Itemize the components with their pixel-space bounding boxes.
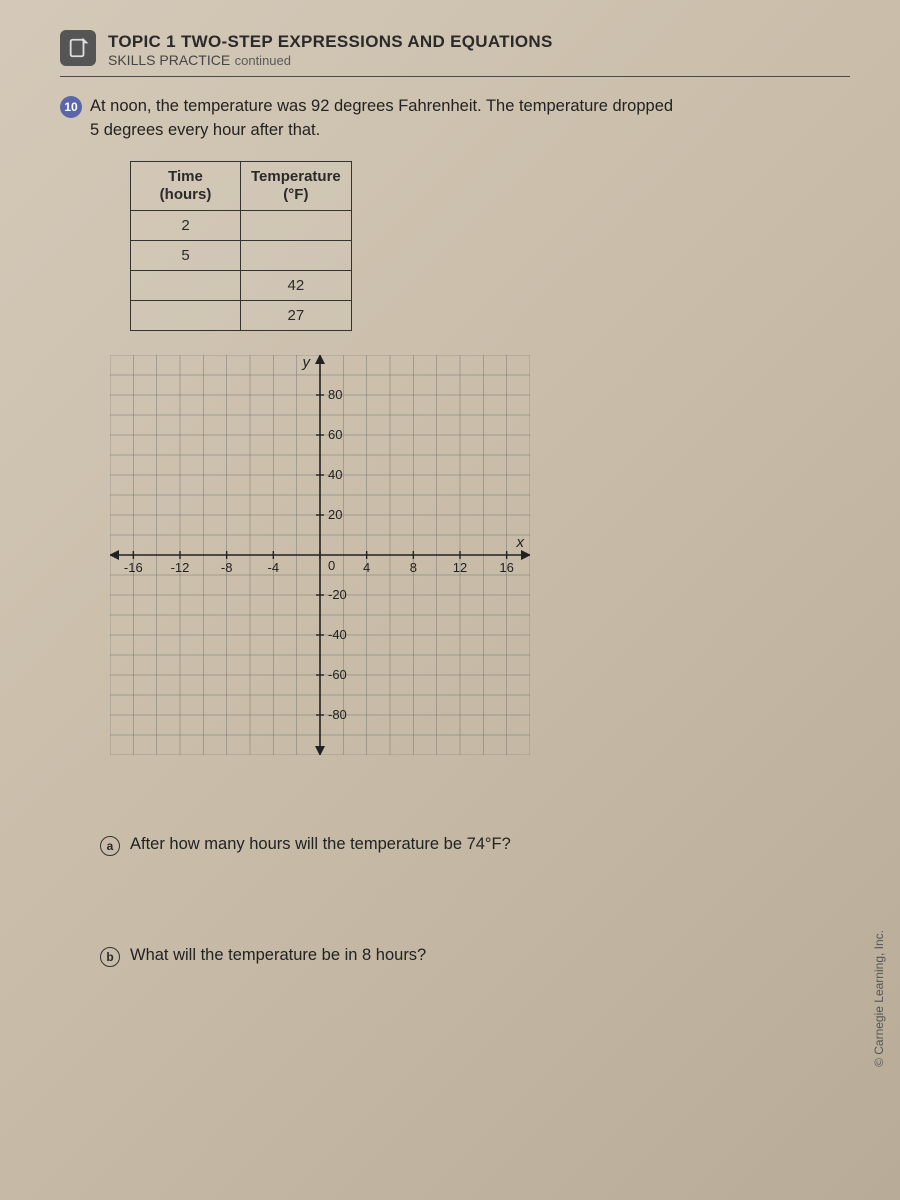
worksheet-header: TOPIC 1 TWO-STEP EXPRESSIONS AND EQUATIO… bbox=[60, 30, 850, 70]
question-b-text: What will the temperature be in 8 hours? bbox=[130, 946, 426, 967]
svg-text:-40: -40 bbox=[328, 627, 347, 642]
svg-text:-20: -20 bbox=[328, 587, 347, 602]
svg-text:4: 4 bbox=[363, 560, 370, 575]
svg-text:40: 40 bbox=[328, 467, 342, 482]
svg-text:-60: -60 bbox=[328, 667, 347, 682]
problem-block: 10 At noon, the temperature was 92 degre… bbox=[60, 95, 850, 143]
question-a: a After how many hours will the temperat… bbox=[100, 835, 850, 856]
topic-subtitle: SKILLS PRACTICE bbox=[108, 52, 230, 68]
header-divider bbox=[60, 76, 850, 77]
letter-badge-a: a bbox=[100, 836, 120, 856]
problem-text-line2: 5 degrees every hour after that. bbox=[90, 119, 673, 143]
svg-text:16: 16 bbox=[499, 560, 513, 575]
table-row: 2 bbox=[131, 210, 352, 240]
svg-text:-8: -8 bbox=[221, 560, 233, 575]
svg-text:-16: -16 bbox=[124, 560, 143, 575]
svg-text:-80: -80 bbox=[328, 707, 347, 722]
question-b: b What will the temperature be in 8 hour… bbox=[100, 946, 850, 967]
page-icon bbox=[60, 30, 96, 66]
col-temp-header: Temperature (°F) bbox=[241, 161, 352, 210]
col-time-header: Time (hours) bbox=[131, 161, 241, 210]
svg-text:12: 12 bbox=[453, 560, 467, 575]
question-a-text: After how many hours will the temperatur… bbox=[130, 835, 511, 856]
table-row: 27 bbox=[131, 300, 352, 330]
topic-title: TOPIC 1 TWO-STEP EXPRESSIONS AND EQUATIO… bbox=[108, 32, 553, 52]
table-row: 42 bbox=[131, 270, 352, 300]
data-table: Time (hours) Temperature (°F) 2 5 42 bbox=[130, 161, 352, 331]
continued-label: continued bbox=[235, 53, 291, 68]
table-row: 5 bbox=[131, 240, 352, 270]
problem-number-badge: 10 bbox=[60, 96, 82, 118]
svg-text:-4: -4 bbox=[268, 560, 280, 575]
svg-text:80: 80 bbox=[328, 387, 342, 402]
svg-text:8: 8 bbox=[410, 560, 417, 575]
problem-text-line1: At noon, the temperature was 92 degrees … bbox=[90, 95, 673, 119]
svg-text:x: x bbox=[516, 534, 525, 551]
copyright-text: © Carnegie Learning, Inc. bbox=[872, 930, 886, 1067]
svg-text:0: 0 bbox=[328, 558, 335, 573]
letter-badge-b: b bbox=[100, 947, 120, 967]
svg-text:-12: -12 bbox=[171, 560, 190, 575]
svg-text:60: 60 bbox=[328, 427, 342, 442]
svg-text:20: 20 bbox=[328, 507, 342, 522]
svg-text:y: y bbox=[302, 355, 312, 371]
coordinate-graph: -16-12-8-4048121680604020-20-40-60-80yx bbox=[110, 355, 530, 755]
